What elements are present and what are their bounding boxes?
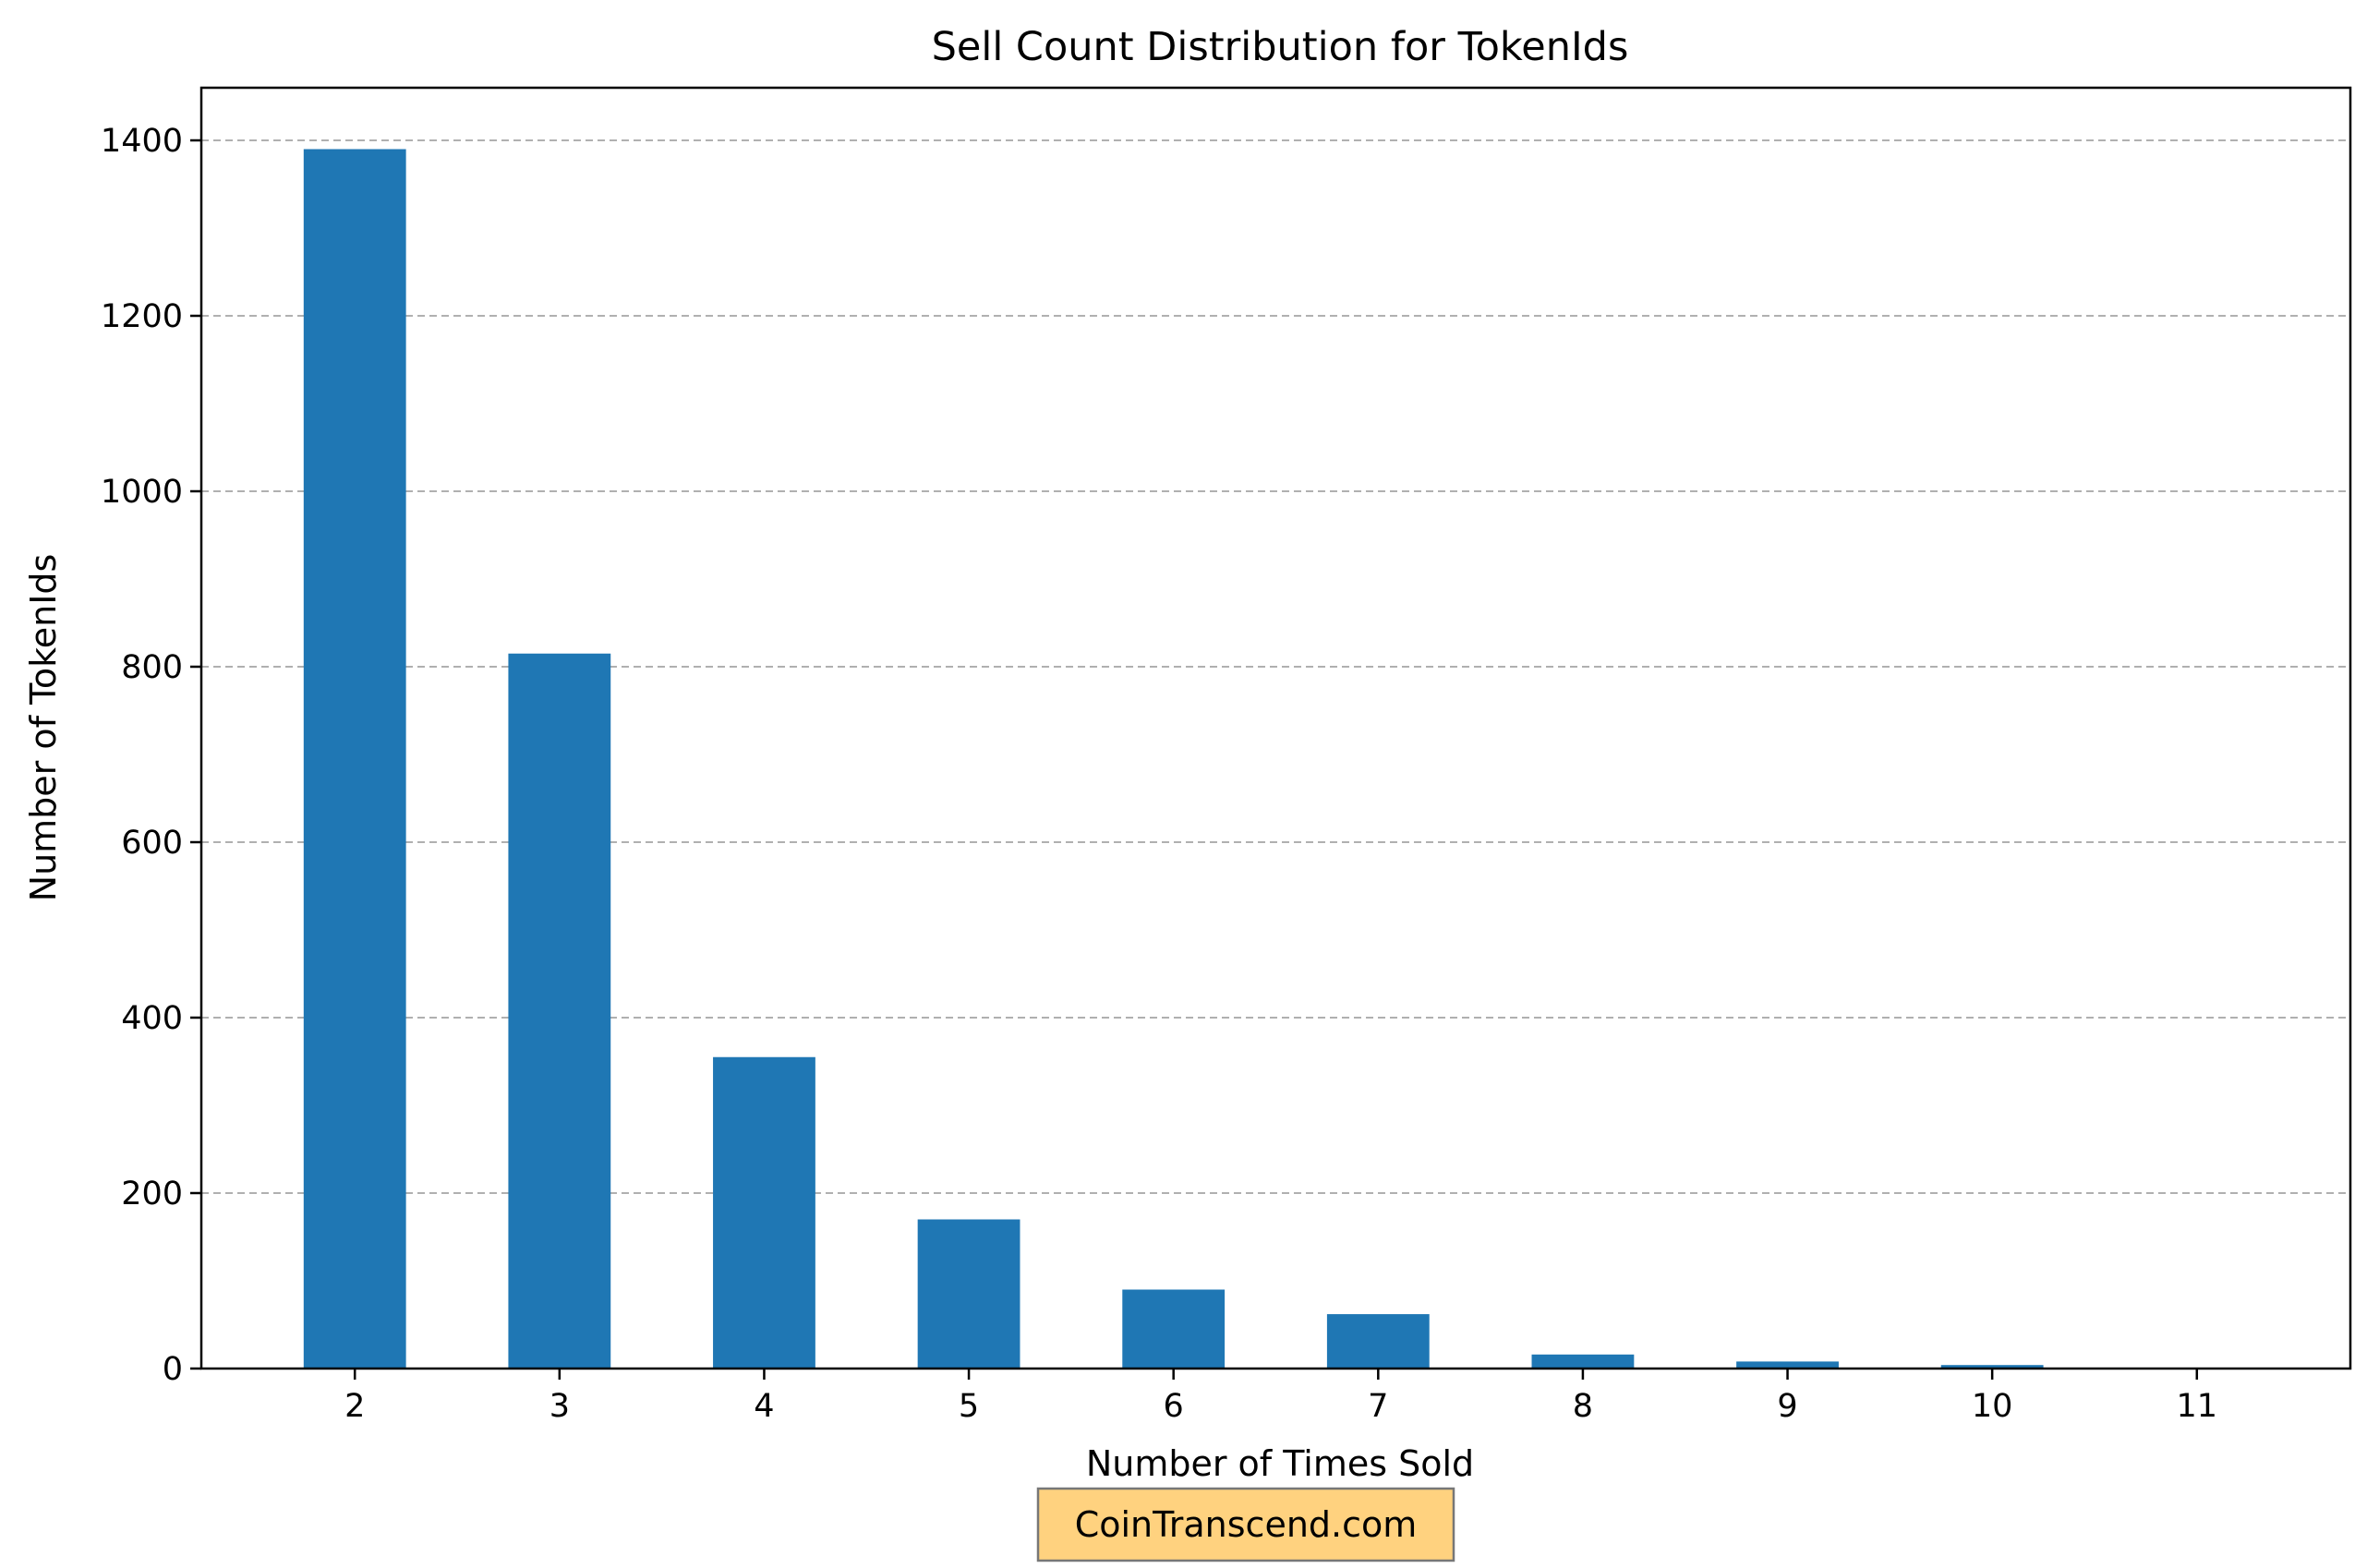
x-tick-label-4: 4 (754, 1388, 774, 1425)
y-tick-label-800: 800 (121, 649, 183, 686)
bars (303, 149, 2249, 1369)
y-tick-label-0: 0 (163, 1351, 183, 1388)
x-axis-ticks: 2 3 4 5 6 7 8 9 10 11 (344, 1369, 2217, 1425)
y-tick-label-200: 200 (121, 1176, 183, 1212)
watermark-box (1036, 1487, 1455, 1562)
y-axis-ticks: 0 200 400 600 800 1000 1200 1400 (101, 123, 201, 1388)
x-tick-label-5: 5 (959, 1388, 979, 1425)
plot-frame (199, 86, 2352, 1370)
x-tick-label-6: 6 (1164, 1388, 1184, 1425)
bar-5 (917, 1219, 1020, 1369)
watermark: CoinTranscend.com (1036, 1487, 1455, 1562)
x-tick-label-2: 2 (344, 1388, 365, 1425)
y-tick-label-1400: 1400 (101, 123, 183, 160)
x-tick-label-8: 8 (1573, 1388, 1593, 1425)
x-axis-label: Number of Times Sold (1086, 1443, 1474, 1484)
bar-4 (713, 1056, 815, 1369)
bar-7 (1326, 1314, 1430, 1369)
watermark-text: CoinTranscend.com (1075, 1504, 1418, 1545)
gridlines (201, 139, 2350, 1194)
bar-10 (1940, 1365, 2044, 1369)
bar-6 (1122, 1289, 1226, 1369)
y-tick-label-400: 400 (121, 1000, 183, 1037)
y-tick-label-1000: 1000 (101, 474, 183, 511)
x-tick-label-9: 9 (1777, 1388, 1797, 1425)
x-tick-label-11: 11 (2177, 1388, 2218, 1425)
chart-title: Sell Count Distribution for TokenIds (932, 24, 1629, 70)
bar-8 (1531, 1354, 1635, 1369)
y-axis-label: Number of TokenIds (23, 554, 64, 902)
bar-2 (303, 149, 406, 1369)
bar-9 (1736, 1361, 1839, 1369)
y-tick-label-600: 600 (121, 825, 183, 862)
bar-3 (508, 653, 611, 1369)
x-tick-label-7: 7 (1368, 1388, 1388, 1425)
y-tick-label-1200: 1200 (101, 298, 183, 335)
x-tick-label-10: 10 (1972, 1388, 2013, 1425)
x-tick-label-3: 3 (549, 1388, 570, 1425)
